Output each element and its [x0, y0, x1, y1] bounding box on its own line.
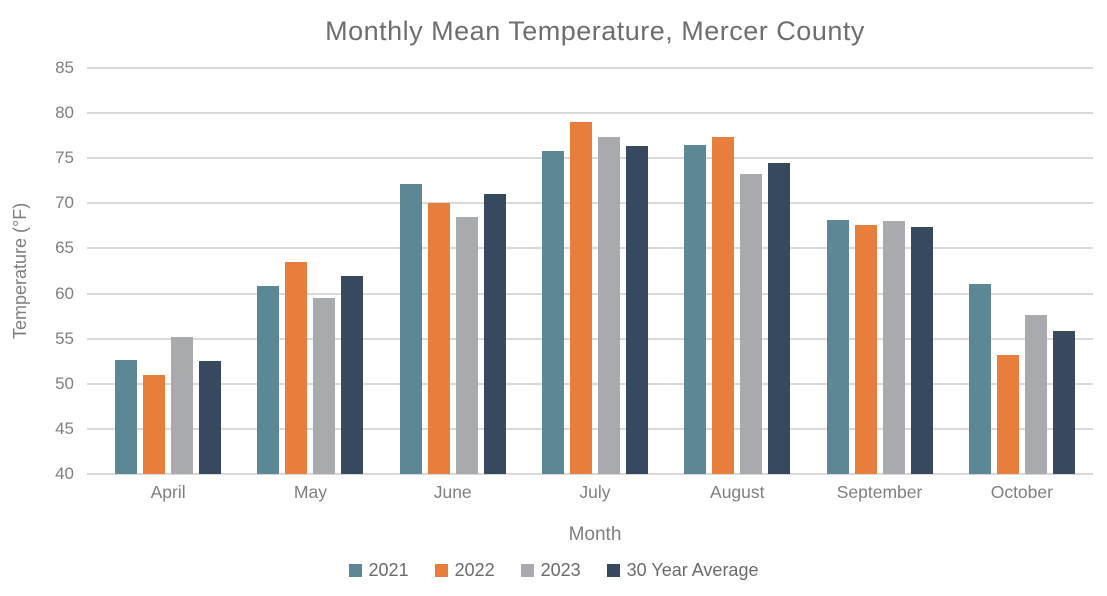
bar-2021-july [541, 151, 564, 474]
legend-item-2023: 2023 [520, 560, 581, 581]
y-tick-label: 50 [55, 373, 74, 393]
bar-2021-september [826, 219, 849, 474]
bar-30-year-average-may [341, 275, 364, 474]
x-tick-label: June [433, 482, 472, 502]
bar-2023-may [313, 298, 336, 474]
y-tick-mark [87, 382, 97, 385]
bar-2022-june [427, 203, 450, 474]
x-tick-label: April [150, 482, 186, 502]
bar-2022-april [143, 374, 166, 474]
bar-2023-june [455, 216, 478, 474]
legend-swatch [520, 564, 534, 577]
bar-2023-october [1024, 315, 1047, 474]
gridline [97, 202, 1093, 205]
bar-2023-august [740, 174, 763, 474]
legend-item-30-year-average: 30 Year Average [606, 560, 759, 581]
x-tick-label: July [579, 482, 611, 502]
y-tick-label: 45 [55, 418, 74, 438]
bar-2022-october [996, 354, 1019, 474]
y-tick-label: 75 [55, 148, 74, 168]
bar-30-year-average-october [1052, 331, 1075, 474]
x-tick-label: October [990, 482, 1053, 502]
legend-item-2022: 2022 [434, 560, 495, 581]
y-tick-label: 40 [55, 464, 74, 483]
bar-group-july [524, 68, 666, 474]
bar-group-october [951, 68, 1093, 474]
legend-swatch [348, 564, 362, 577]
x-tick-label: September [836, 482, 923, 502]
y-tick-mark [87, 112, 97, 115]
bar-30-year-average-april [199, 361, 222, 474]
y-tick-mark [87, 157, 97, 160]
x-axis-labels: April May June July August September October [97, 482, 1093, 503]
y-tick-mark [87, 427, 97, 430]
x-tick-label: May [293, 482, 327, 502]
bar-30-year-average-august [768, 162, 791, 474]
gridline [97, 427, 1093, 430]
gridline [97, 157, 1093, 160]
y-tick-mark [87, 202, 97, 205]
bar-group-april [97, 68, 239, 474]
bar-2021-june [399, 183, 422, 474]
x-axis-title: Month [568, 524, 622, 545]
gridline [97, 67, 1093, 69]
y-tick-mark [87, 67, 97, 69]
bar-30-year-average-june [483, 194, 506, 474]
bar-2022-september [854, 225, 877, 474]
bar-2022-august [712, 136, 735, 474]
bar-groups [97, 68, 1093, 474]
y-tick-label: 70 [55, 193, 74, 213]
gridline [97, 473, 1093, 475]
legend-label: 2022 [454, 560, 495, 580]
y-tick-mark [87, 473, 97, 475]
y-tick-label: 60 [55, 283, 74, 303]
bar-2021-april [115, 360, 138, 474]
gridline [97, 247, 1093, 250]
y-tick-label: 55 [55, 328, 74, 348]
bar-2023-september [882, 221, 905, 474]
gridline [97, 337, 1093, 340]
y-tick-mark [87, 247, 97, 250]
gridline [97, 292, 1093, 295]
legend: 2021 2022 2023 30 Year Average [0, 560, 1107, 581]
bar-2023-april [171, 336, 194, 474]
gridline [97, 112, 1093, 115]
bar-2023-july [597, 137, 620, 474]
legend-swatch [434, 564, 448, 577]
bar-group-september [808, 68, 950, 474]
bar-group-august [666, 68, 808, 474]
plot-area [87, 67, 1093, 475]
y-tick-mark [87, 292, 97, 295]
x-tick-label: August [710, 482, 765, 502]
bar-2021-august [684, 144, 707, 474]
y-tick-mark [87, 337, 97, 340]
y-tick-label: 65 [55, 238, 74, 258]
legend-label: 30 Year Average [626, 560, 759, 580]
bar-2021-may [257, 286, 280, 474]
bar-2021-october [968, 283, 991, 474]
legend-item-2021: 2021 [348, 560, 409, 581]
y-tick-label: 85 [55, 58, 74, 77]
bar-30-year-average-july [625, 145, 648, 474]
y-axis-labels: 40 45 50 55 60 65 70 75 80 85 [0, 58, 74, 483]
bar-group-june [382, 68, 524, 474]
gridline [97, 382, 1093, 385]
y-tick-label: 80 [55, 103, 74, 123]
bar-30-year-average-september [910, 226, 933, 474]
bar-2022-july [569, 122, 592, 474]
legend-label: 2021 [368, 560, 409, 580]
chart-title: Monthly Mean Temperature, Mercer County [325, 16, 865, 46]
legend-swatch [606, 564, 620, 577]
bar-2022-may [285, 261, 308, 474]
bar-group-may [239, 68, 381, 474]
legend-label: 2023 [540, 560, 581, 580]
